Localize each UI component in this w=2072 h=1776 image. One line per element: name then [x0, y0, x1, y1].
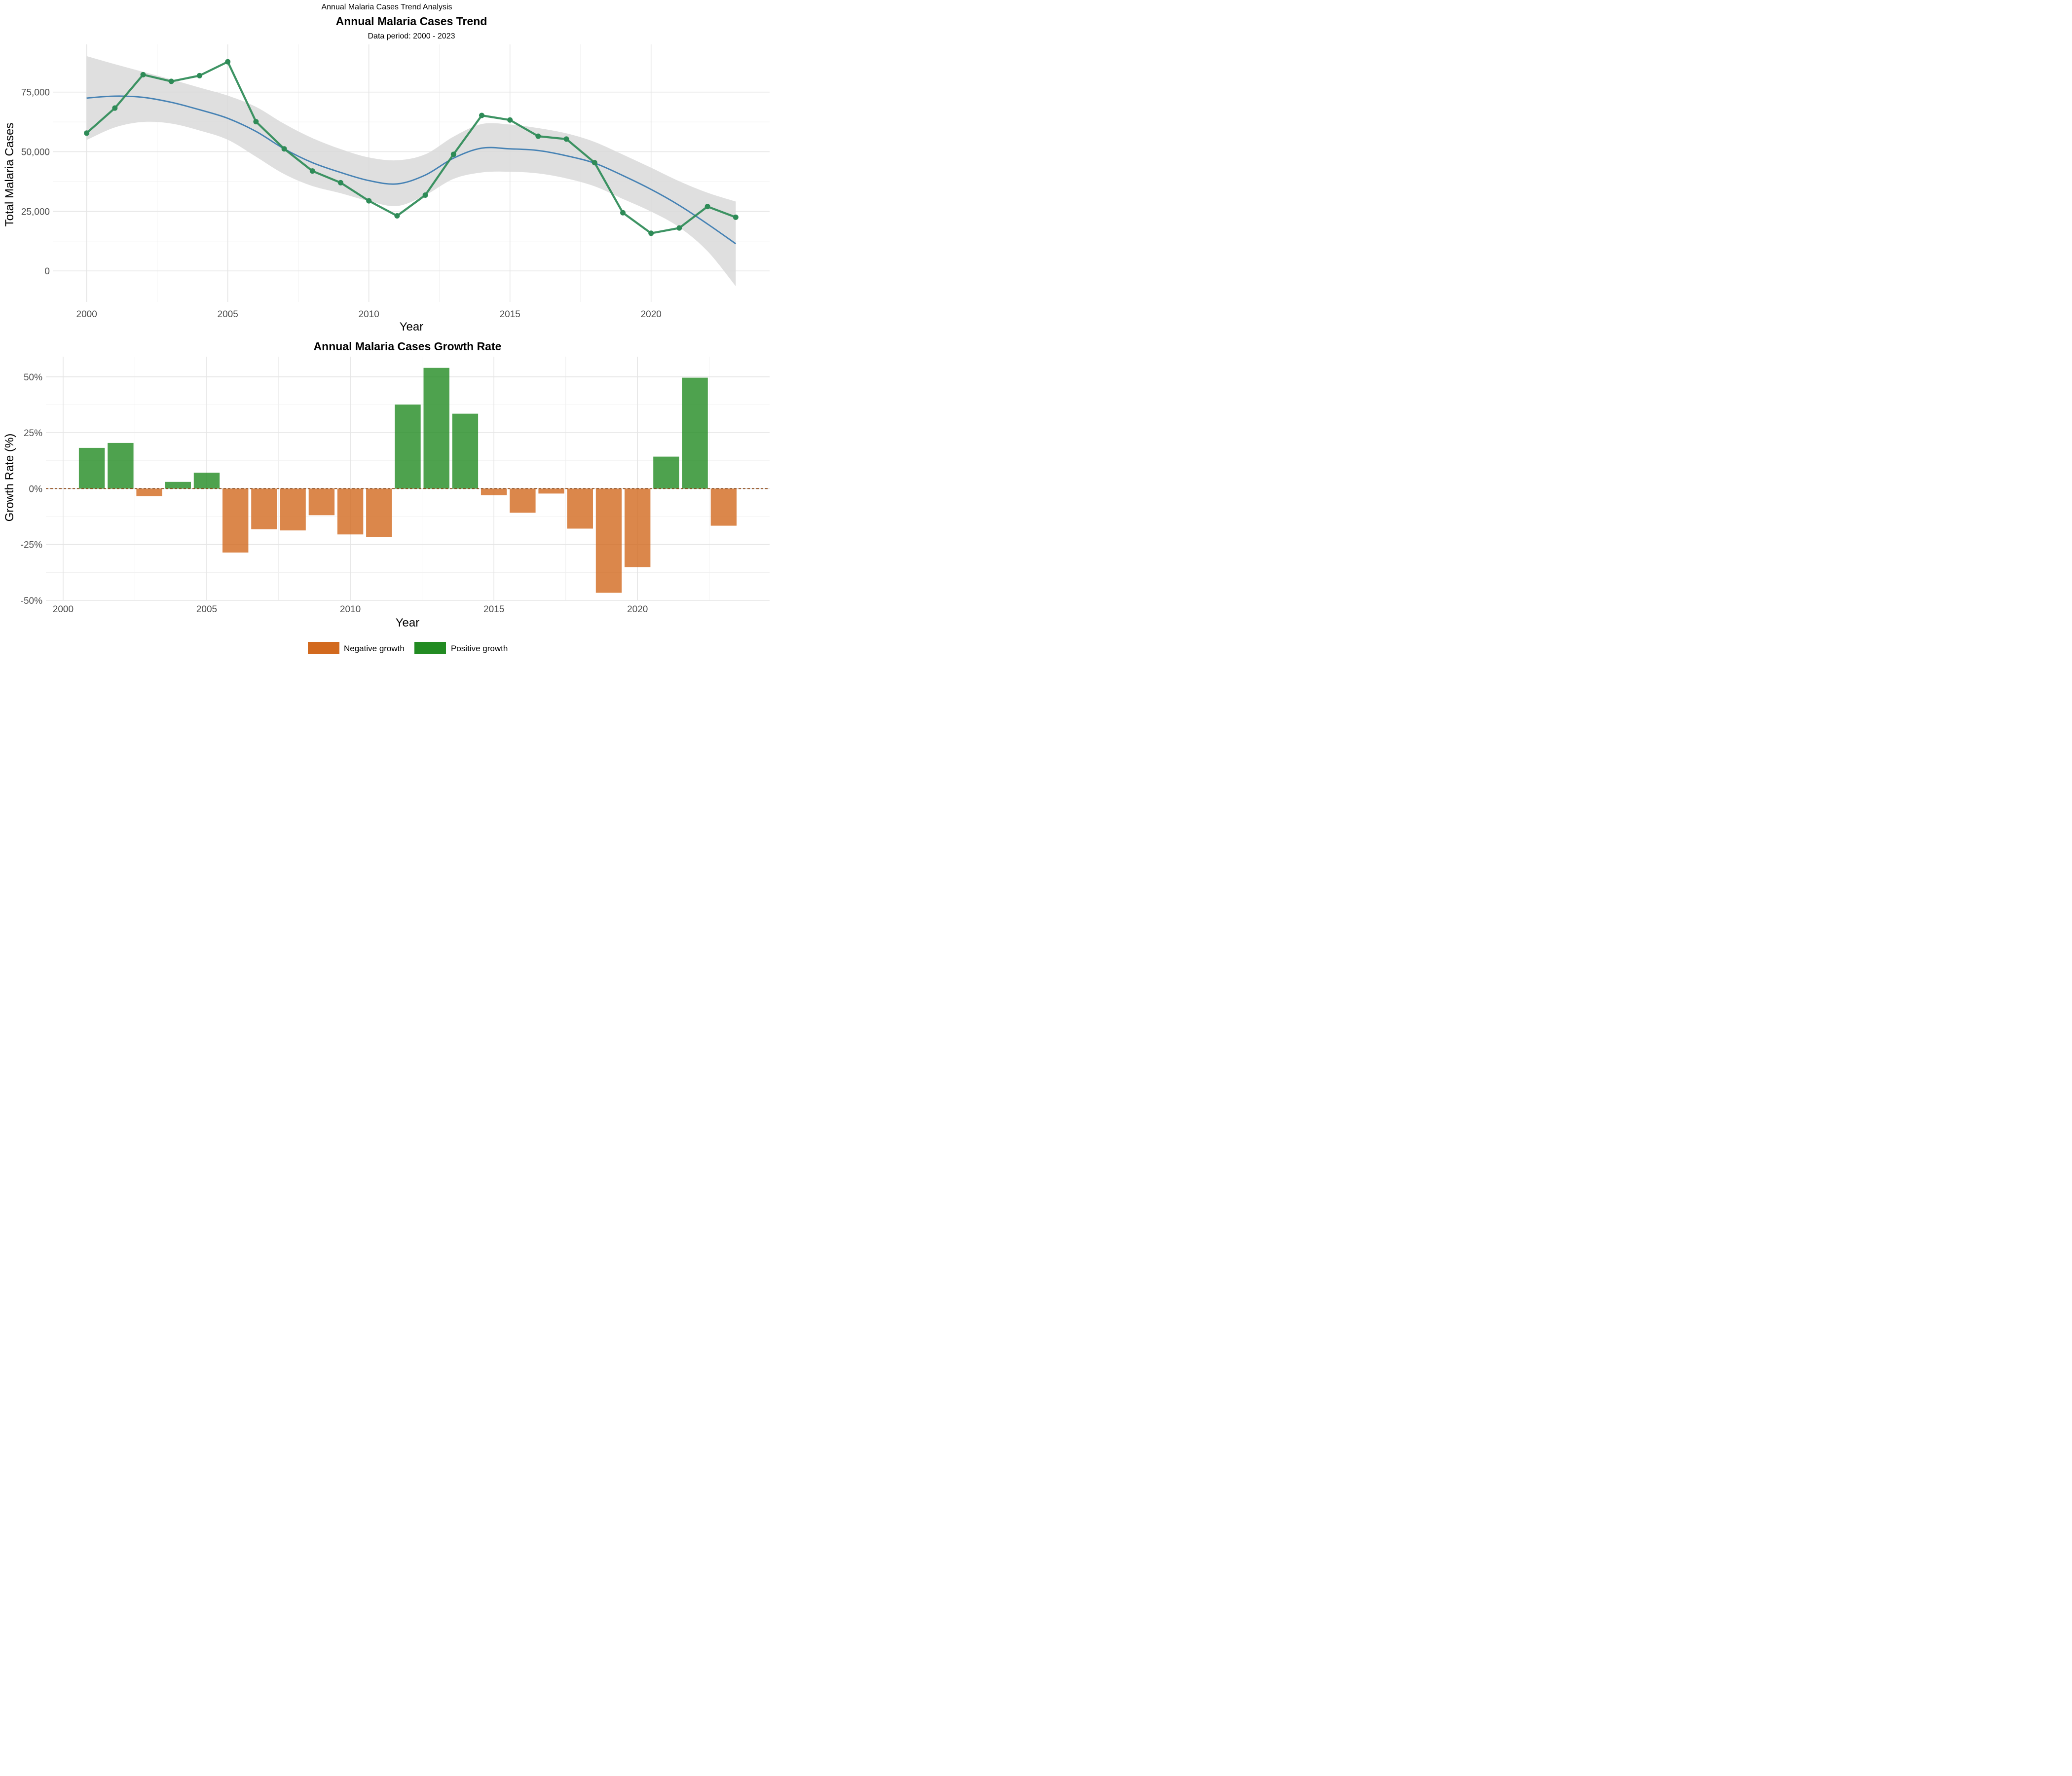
data-point [140, 72, 146, 77]
data-point [112, 105, 118, 111]
y-tick-label: 0 [44, 266, 50, 277]
legend: Negative growth Positive growth [308, 642, 508, 654]
negative-growth-bar [136, 488, 162, 496]
x-tick-label: 2005 [218, 309, 238, 320]
confidence-band [86, 56, 736, 287]
positive-growth-bar [653, 456, 679, 489]
growth-y-ticks: -50% -25% 0% 25% 50% [21, 372, 42, 606]
data-point [281, 146, 287, 152]
x-tick-label: 2000 [53, 604, 74, 615]
x-tick-label: 2010 [340, 604, 361, 615]
data-point [648, 230, 654, 236]
y-tick-label: -50% [21, 596, 42, 606]
negative-growth-bar [567, 488, 593, 529]
legend-key [308, 642, 339, 654]
data-point [592, 160, 597, 166]
data-point [253, 119, 259, 125]
growth-bars [78, 368, 737, 593]
data-point [225, 59, 231, 65]
positive-growth-bar [682, 377, 708, 489]
chart-figure: Annual Malaria Cases Trend Analysis Annu… [0, 0, 772, 662]
positive-growth-bar [108, 443, 134, 489]
growth-panel: Annual Malaria Cases Growth Rate -50% -25… [3, 340, 770, 629]
smooth-trend-line [86, 95, 737, 245]
y-tick-label: 75,000 [21, 88, 50, 98]
negative-growth-bar [710, 488, 737, 526]
y-tick-label: 25,000 [21, 207, 50, 217]
positive-growth-bar [452, 413, 479, 489]
figure-suptitle: Annual Malaria Cases Trend Analysis [321, 3, 452, 11]
legend-key [414, 642, 446, 654]
data-point [479, 112, 485, 118]
data-point [507, 117, 513, 123]
figure-svg: Annual Malaria Cases Trend Analysis Annu… [3, 3, 770, 654]
negative-growth-bar [510, 488, 536, 513]
trend-y-axis-label: Total Malaria Cases [3, 123, 16, 227]
positive-growth-bar [193, 473, 220, 489]
data-point [704, 204, 710, 210]
x-tick-label: 2020 [627, 604, 648, 615]
y-tick-label: -25% [21, 540, 42, 551]
data-point [394, 213, 400, 219]
trend-panel: Annual Malaria Cases Trend Data period: … [3, 15, 770, 333]
data-point [535, 133, 541, 139]
x-tick-label: 2015 [483, 604, 504, 615]
data-point [733, 214, 739, 220]
trend-subtitle: Data period: 2000 - 2023 [368, 32, 455, 40]
y-tick-label: 50% [24, 372, 42, 383]
x-tick-label: 2005 [196, 604, 217, 615]
negative-growth-bar [337, 488, 364, 535]
growth-x-ticks: 2000 2005 2010 2015 2020 [53, 604, 648, 615]
negative-growth-bar [595, 488, 622, 593]
cases-points [84, 59, 739, 236]
trend-title: Annual Malaria Cases Trend [336, 15, 487, 28]
x-tick-label: 2020 [641, 309, 662, 320]
legend-label: Negative growth [344, 644, 405, 653]
data-point [309, 168, 315, 174]
y-tick-label: 25% [24, 428, 42, 439]
positive-growth-bar [165, 481, 191, 489]
data-point [366, 198, 372, 204]
negative-growth-bar [625, 488, 651, 567]
legend-label: Positive growth [451, 644, 508, 653]
positive-growth-bar [78, 447, 105, 489]
x-tick-label: 2010 [359, 309, 379, 320]
growth-x-axis-label: Year [396, 616, 420, 629]
data-point [337, 180, 343, 185]
trend-x-ticks: 2000 2005 2010 2015 2020 [76, 309, 662, 320]
y-tick-label: 0% [29, 484, 43, 494]
negative-growth-bar [308, 488, 335, 516]
positive-growth-bar [395, 405, 421, 489]
negative-growth-bar [538, 488, 564, 494]
data-point [563, 136, 569, 142]
data-point [84, 130, 90, 136]
negative-growth-bar [366, 488, 392, 537]
data-point [168, 78, 174, 84]
trend-x-axis-label: Year [400, 320, 424, 333]
data-point [450, 151, 456, 157]
data-point [676, 225, 682, 231]
growth-title: Annual Malaria Cases Growth Rate [314, 340, 502, 353]
negative-growth-bar [222, 488, 249, 553]
trend-y-ticks: 0 25,000 50,000 75,000 [21, 88, 50, 277]
data-point [620, 210, 626, 216]
data-point [422, 192, 428, 198]
negative-growth-bar [251, 488, 277, 529]
negative-growth-bar [280, 488, 306, 531]
y-tick-label: 50,000 [21, 148, 50, 158]
x-tick-label: 2015 [500, 309, 520, 320]
negative-growth-bar [481, 488, 507, 495]
positive-growth-bar [423, 368, 449, 489]
growth-y-axis-label: Growth Rate (%) [3, 434, 16, 522]
data-point [196, 73, 202, 78]
x-tick-label: 2000 [76, 309, 97, 320]
cases-line [86, 61, 737, 234]
